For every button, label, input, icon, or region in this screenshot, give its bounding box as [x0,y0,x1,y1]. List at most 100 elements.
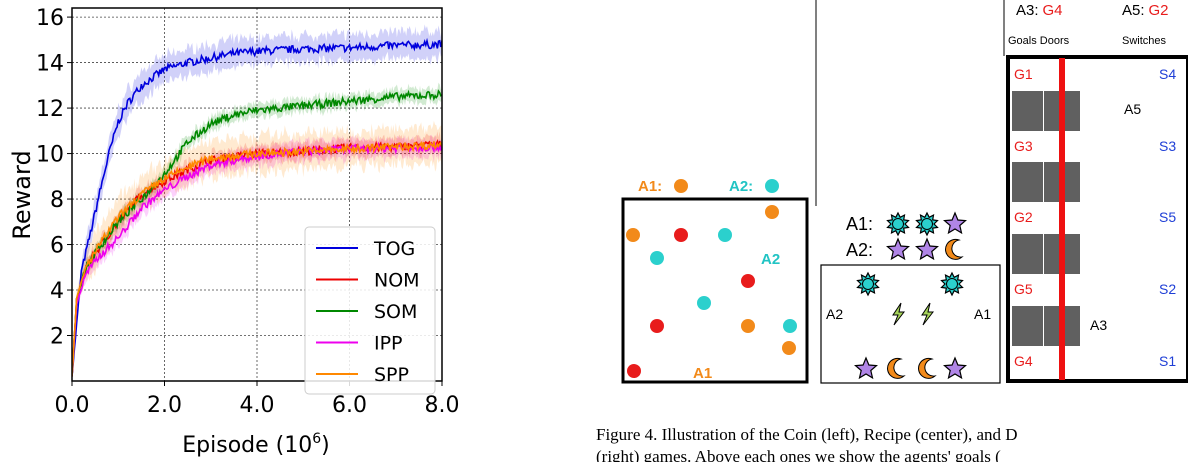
coin [626,228,640,242]
x-tick-label: 6.0 [332,393,367,418]
switch-label: S1 [1159,353,1176,369]
coin-a1-goal-coin [674,179,688,193]
sun-icon [915,211,939,237]
x-tick-label: 4.0 [240,393,275,418]
y-tick-label: 8 [50,188,64,213]
recipe-a2-label: A2: [846,240,873,260]
y-ticks: 2 4 6 8 10 12 14 16 [36,6,72,350]
x-tick-label: 2.0 [147,393,182,418]
switch-label: S3 [1159,138,1176,154]
x-ticks: 0.0 2.0 4.0 6.0 8.0 [55,381,460,418]
moon-icon [887,357,906,379]
recipe-ingredients [854,271,967,380]
doors-a3-goal-header: A3: G4 [1016,2,1063,19]
legend-label: NOM [374,270,420,292]
star-icon [886,237,910,261]
recipe-a1-goal [886,211,967,237]
y-tick-label: 10 [36,143,64,168]
legend-label: TOG [373,238,415,260]
series-line-tog [72,37,442,377]
wall-block [1012,91,1043,131]
coin [627,364,641,378]
coin [718,228,732,242]
x-tick-label: 0.0 [55,393,90,418]
doors-game: A3: G4 A5: G2 Goals Doors Switches G1G3G2G… [1003,0,1188,383]
coin-a2-label: A2: [729,178,753,195]
coin [741,274,755,288]
coin-board [621,197,809,384]
sun-icon [886,211,910,237]
wall-block [1012,162,1043,202]
chart-legend: TOG NOM SOM IPP SPP [304,226,436,395]
sun-icon [940,271,964,297]
y-tick-label: 16 [36,6,64,31]
door-red-line [1059,58,1065,380]
recipe-agent-a2: A2 [826,306,843,322]
moon-icon [945,238,964,260]
figure-caption-line1: Figure 4. Illustration of the Coin (left… [596,425,1018,444]
series-band-nom [72,131,442,379]
star-icon [854,356,878,380]
recipe-a2-goal [886,237,964,261]
x-axis-label: Episode (106) [182,431,330,458]
y-tick-label: 4 [50,279,64,304]
goal-label: G4 [1014,353,1033,369]
star-icon [943,356,967,380]
series-band-ipp [72,134,442,378]
switch-label: S5 [1159,209,1176,225]
star-icon [915,237,939,261]
wall-block [1012,234,1043,274]
y-tick-label: 2 [50,325,64,350]
doors-board [1006,55,1188,383]
doors-a5-goal-header: A5: G2 [1122,2,1169,19]
legend-box [304,226,436,395]
coin-a2-goal-coin [765,179,779,193]
y-tick-label: 14 [36,52,64,77]
recipe-a1-label: A1: [846,214,873,234]
reward-chart: 0.0 2.0 4.0 6.0 8.0 2 4 6 8 10 12 14 16 Episode (10… [8,6,460,458]
coin-agent-a2: A2 [761,251,780,268]
coin [650,319,664,333]
legend-label: SPP [374,364,409,386]
goal-label: G2 [1014,209,1033,225]
switch-label: S4 [1159,66,1176,82]
y-tick-label: 12 [36,97,64,122]
star-icon [943,211,967,235]
recipe-game: A1: A2: A2 A1 [820,211,1001,384]
coin [783,319,797,333]
x-tick-label: 8.0 [425,393,460,418]
legend-label: SOM [374,301,417,323]
y-tick-label: 6 [50,234,64,259]
switch-label: S2 [1159,281,1176,297]
series-line-som [72,89,442,377]
doors-agent-a3: A3 [1090,317,1107,333]
coin [782,341,796,355]
figure-caption-line2: (right) games. Above each ones we show t… [596,447,1001,462]
moon-icon [918,357,937,379]
sun-icon [856,271,880,297]
coin-a1-label: A1: [638,178,662,195]
wall-block [1012,306,1043,346]
coin [741,319,755,333]
coin [697,296,711,310]
recipe-agent-a1: A1 [974,306,991,322]
doors-agent-a5: A5 [1124,101,1141,117]
coin [674,228,688,242]
legend-label: IPP [374,333,403,355]
doors-switches: S4 S3 S5 S2 S1 [1159,66,1176,369]
goal-label: G5 [1014,281,1033,297]
coin [765,205,779,219]
recipe-board [820,264,1001,384]
goal-label: G1 [1014,66,1033,82]
doors-subheader-switches: Switches [1122,35,1167,47]
lightning-icon [892,302,906,326]
coin-game: A1: A2: A2 A1 [621,178,809,384]
series-lines [72,37,442,377]
y-axis-label: Reward [8,150,36,239]
lightning-icon [921,302,935,326]
coin-agent-a1: A1 [693,365,712,382]
doors-goals: G1 G3 G2 G5 G4 [1014,66,1033,369]
series-line-spp [72,140,442,377]
doors-subheader-goals-doors: Goals Doors [1008,35,1070,47]
